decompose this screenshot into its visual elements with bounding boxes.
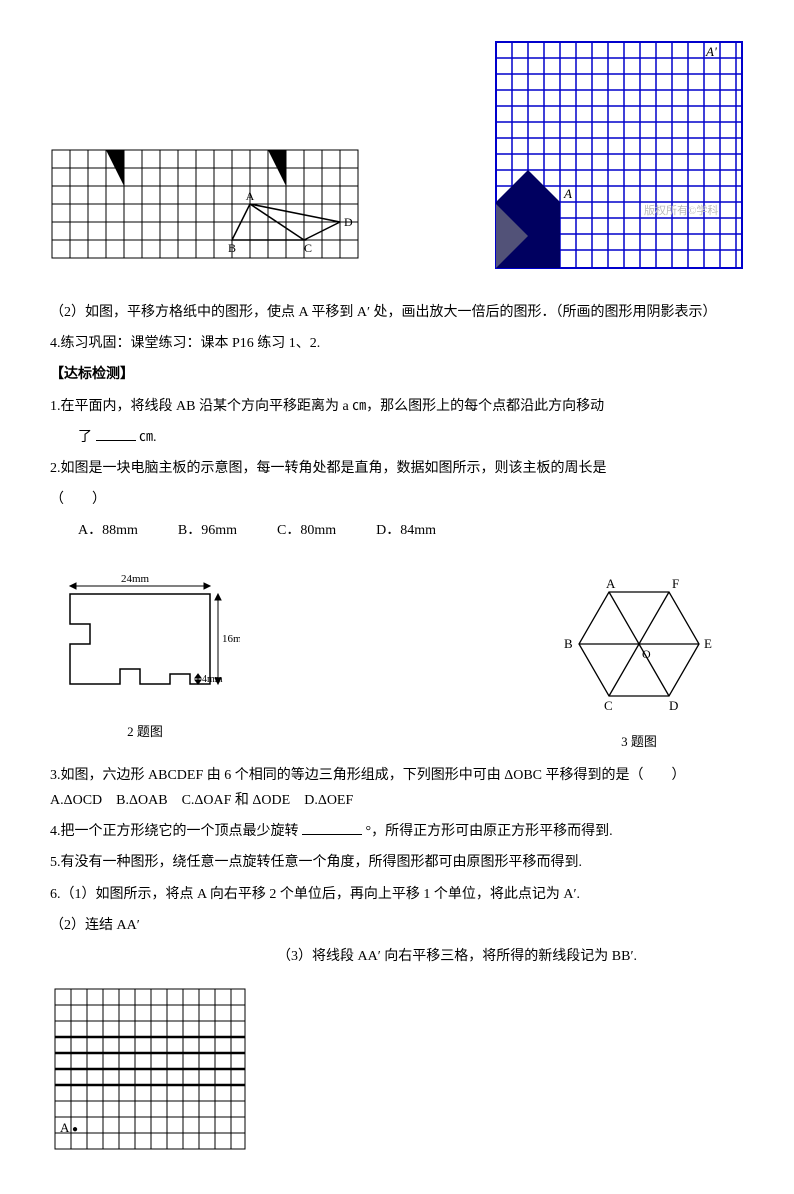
question-1b: 了 ㎝.: [50, 425, 744, 450]
question-1a: 1.在平面内，将线段 AB 沿某个方向平移距离为 a ㎝，那么图形上的每个点都沿…: [50, 394, 744, 419]
question-3: 3.如图，六边形 ABCDEF 由 6 个相同的等边三角形组成，下列图形中可由 …: [50, 763, 744, 813]
q4-suffix: °，所得正方形可由原正方形平移而得到.: [366, 824, 613, 839]
figure-1-svg: A B C D: [50, 130, 360, 270]
figure-board: 24mm 16mm 4mm 2 题图: [50, 564, 240, 743]
figures-row-2: 24mm 16mm 4mm 2 题图 A F B E C D: [50, 564, 744, 753]
figure-2-svg: A A' 版权所有©学科: [494, 40, 744, 270]
svg-text:D: D: [669, 698, 678, 713]
figure-hexagon-svg: A F B E C D O: [534, 564, 744, 724]
question-6-3: （3）将线段 AA′ 向右平移三格，将所得的新线段记为 BB′.: [170, 944, 744, 969]
q1b-prefix: 了: [78, 430, 92, 445]
opt-3b[interactable]: B.ΔOAB: [116, 793, 167, 808]
q3-text: 3.如图，六边形 ABCDEF 由 6 个相同的等边三角形组成，下列图形中可由 …: [50, 768, 686, 783]
svg-text:C: C: [304, 241, 312, 255]
opt-2d[interactable]: D．84mm: [376, 518, 436, 543]
figure-small-grid-svg: A ●: [50, 984, 250, 1154]
svg-text:D: D: [344, 215, 353, 229]
paragraph-4: 4.练习巩固：课堂练习：课本 P16 练习 1、2.: [50, 331, 744, 356]
svg-text:A: A: [246, 189, 255, 203]
figure-1-grid: A B C D: [50, 130, 464, 270]
svg-text:E: E: [704, 636, 712, 651]
opt-3a[interactable]: A.ΔOCD: [50, 793, 102, 808]
opt-2c[interactable]: C．80mm: [277, 518, 336, 543]
caption-3: 3 题图: [534, 730, 744, 753]
q1b-suffix: ㎝.: [139, 430, 157, 445]
opt-3c[interactable]: C.ΔOAF 和 ΔODE: [182, 793, 291, 808]
paragraph-2: （2）如图，平移方格纸中的图形，使点 A 平移到 A′ 处，画出放大一倍后的图形…: [50, 300, 744, 325]
opt-2a[interactable]: A．88mm: [78, 518, 138, 543]
figure-board-svg: 24mm 16mm 4mm: [50, 564, 240, 714]
svg-text:●: ●: [72, 1124, 78, 1135]
figure-2-grid: A A' 版权所有©学科: [494, 40, 744, 270]
caption-2: 2 题图: [50, 720, 240, 743]
question-2a: 2.如图是一块电脑主板的示意图，每一转角处都是直角，数据如图所示，则该主板的周长…: [50, 456, 744, 481]
blank-1[interactable]: [96, 426, 136, 441]
svg-text:16mm: 16mm: [222, 633, 240, 645]
question-6-2: （2）连结 AA′: [50, 913, 744, 938]
svg-text:O: O: [642, 647, 651, 661]
opt-2b[interactable]: B．96mm: [178, 518, 237, 543]
opt-3d[interactable]: D.ΔOEF: [304, 793, 353, 808]
figure-small-grid: A ●: [50, 984, 744, 1154]
svg-text:版权所有©学科: 版权所有©学科: [644, 203, 718, 217]
svg-text:A: A: [563, 186, 572, 201]
question-6-1: 6.（1）如图所示，将点 A 向右平移 2 个单位后，再向上平移 1 个单位，将…: [50, 882, 744, 907]
svg-text:B: B: [228, 241, 236, 255]
blank-4[interactable]: [302, 820, 362, 835]
top-figures-row: A B C D: [50, 40, 744, 270]
svg-text:B: B: [564, 636, 573, 651]
q4-prefix: 4.把一个正方形绕它的一个顶点最少旋转: [50, 824, 299, 839]
svg-text:A': A': [705, 44, 717, 59]
question-4: 4.把一个正方形绕它的一个顶点最少旋转 °，所得正方形可由原正方形平移而得到.: [50, 819, 744, 844]
question-5: 5.有没有一种图形，绕任意一点旋转任意一个角度，所得图形都可由原图形平移而得到.: [50, 850, 744, 875]
svg-text:24mm: 24mm: [121, 573, 150, 585]
svg-text:F: F: [672, 576, 679, 591]
question-2b: （ ）: [50, 487, 744, 512]
svg-text:4mm: 4mm: [202, 674, 223, 685]
question-2-options: A．88mm B．96mm C．80mm D．84mm: [78, 518, 744, 543]
svg-text:A: A: [606, 576, 616, 591]
svg-text:C: C: [604, 698, 613, 713]
figure-hexagon: A F B E C D O 3 题图: [534, 564, 744, 753]
section-header: 【达标检测】: [50, 362, 744, 387]
svg-text:A: A: [60, 1120, 70, 1135]
